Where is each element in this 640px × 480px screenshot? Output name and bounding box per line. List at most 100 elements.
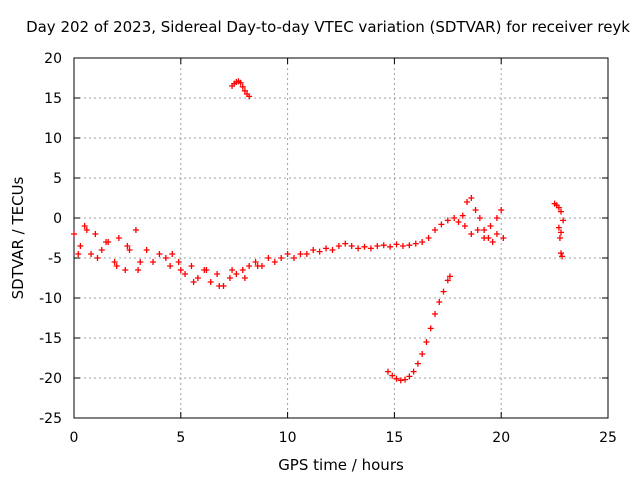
data-point	[393, 375, 400, 382]
data-point	[461, 223, 468, 229]
data-point	[226, 275, 233, 281]
data-point	[75, 251, 82, 257]
data-point	[446, 273, 453, 280]
data-point	[92, 231, 99, 237]
data-point	[481, 227, 488, 233]
data-point	[493, 231, 500, 237]
y-tick-label: 10	[44, 131, 62, 147]
data-point	[558, 229, 565, 236]
y-tick-label: -10	[39, 291, 62, 307]
y-tick-label: 15	[44, 91, 62, 107]
data-point	[156, 251, 163, 257]
data-point	[122, 267, 129, 273]
data-point	[103, 239, 110, 245]
data-point	[431, 227, 438, 233]
data-point	[451, 215, 458, 221]
y-tick-label: -5	[48, 251, 62, 267]
data-point	[455, 219, 462, 225]
data-point	[113, 263, 120, 269]
x-tick-label: 10	[279, 430, 297, 446]
data-point	[265, 255, 272, 261]
data-point	[335, 243, 342, 249]
data-point	[188, 263, 195, 269]
series-0	[71, 195, 505, 289]
data-point	[438, 221, 445, 228]
series-1	[75, 223, 507, 289]
y-tick-label: -15	[39, 331, 62, 347]
data-point	[169, 251, 176, 257]
data-point	[135, 267, 142, 273]
data-point	[468, 195, 475, 201]
data-point	[233, 271, 240, 277]
data-point	[559, 253, 566, 260]
data-point	[150, 259, 157, 265]
data-point	[431, 311, 438, 317]
data-point	[380, 242, 387, 249]
data-point	[423, 339, 430, 345]
data-point	[246, 93, 253, 100]
axis-ticks	[73, 57, 609, 419]
data-point	[88, 251, 95, 257]
data-point	[397, 377, 404, 384]
data-point	[355, 245, 362, 252]
plot-frame	[73, 57, 609, 419]
data-point	[77, 243, 84, 249]
data-point	[214, 271, 221, 277]
chart-title: Day 202 of 2023, Sidereal Day-to-day VTE…	[26, 18, 630, 36]
data-point	[500, 235, 507, 241]
data-point	[207, 279, 214, 285]
data-point	[419, 239, 426, 245]
data-point	[498, 207, 505, 213]
data-point	[137, 259, 144, 265]
data-point	[310, 247, 317, 253]
x-tick-label: 5	[176, 430, 185, 446]
data-point	[472, 207, 479, 213]
data-point	[115, 235, 122, 241]
data-point	[406, 373, 413, 380]
data-point	[389, 372, 396, 379]
data-point	[342, 240, 349, 247]
data-point	[348, 243, 355, 249]
data-point	[203, 267, 210, 273]
y-tick-label: 20	[44, 51, 62, 67]
data-point	[278, 255, 285, 261]
data-point	[410, 368, 417, 375]
data-point	[194, 275, 201, 281]
data-point	[329, 247, 336, 253]
y-axis-label: SDTVAR / TECUs	[9, 176, 27, 300]
x-tick-label: 25	[599, 430, 617, 446]
data-point	[237, 79, 244, 86]
data-point	[71, 231, 77, 237]
data-point	[126, 247, 133, 253]
data-point	[414, 360, 421, 367]
x-tick-label: 15	[385, 430, 403, 446]
data-point	[216, 283, 223, 289]
data-point	[303, 251, 310, 257]
data-point	[83, 227, 90, 233]
grid-lines	[74, 58, 608, 418]
series-2	[229, 78, 253, 100]
data-point	[241, 275, 248, 281]
data-point	[412, 240, 419, 247]
data-point	[241, 87, 248, 94]
data-point	[361, 243, 368, 250]
data-point	[271, 259, 278, 265]
data-point	[175, 259, 182, 265]
data-point	[177, 267, 184, 273]
data-point	[476, 215, 483, 221]
data-point	[252, 259, 259, 265]
data-point	[81, 223, 88, 229]
data-point	[323, 245, 330, 252]
y-tick-label: -20	[39, 371, 62, 387]
data-point	[297, 251, 304, 257]
data-point	[444, 217, 451, 224]
data-point	[393, 241, 400, 248]
data-point	[111, 259, 118, 265]
data-point	[558, 208, 565, 215]
y-tick-label: -25	[39, 411, 62, 427]
data-point	[132, 227, 139, 233]
x-tick-label: 20	[492, 430, 510, 446]
data-point	[239, 83, 246, 90]
data-point	[94, 255, 101, 261]
data-point	[464, 199, 471, 205]
